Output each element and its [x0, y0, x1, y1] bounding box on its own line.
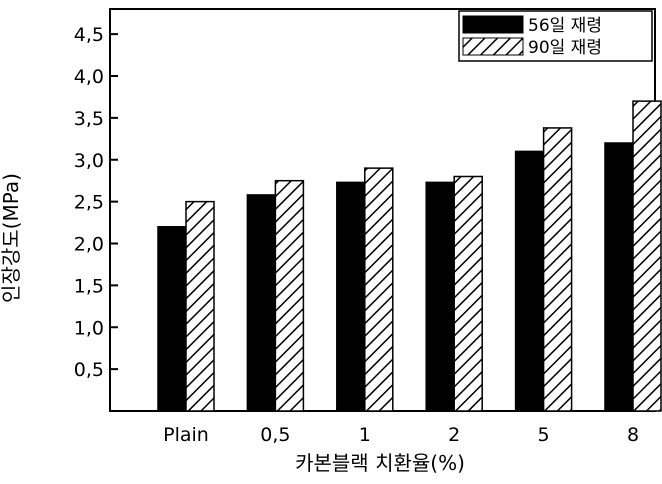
y-tick-label: 1,5: [74, 275, 104, 297]
bar-series2-2: [364, 167, 394, 412]
bar-series2-0: [185, 200, 215, 412]
y-tick-label: 4,0: [74, 66, 104, 88]
bar-series1-5: [604, 142, 634, 412]
legend-swatch-1: [462, 15, 524, 34]
bar-series1-3: [425, 181, 455, 412]
bars-group: [157, 100, 662, 412]
legend-label-1: 56일 재령: [528, 16, 602, 36]
x-tick-label: 8: [627, 424, 639, 446]
x-axis-ticks: Plain 0,5 1 2 5 8: [163, 424, 639, 446]
x-axis-label: 카본블랙 치환율(%): [295, 451, 465, 475]
x-tick-label: Plain: [163, 424, 209, 446]
y-tick-label: 3,0: [74, 150, 104, 172]
x-tick-label: 1: [359, 424, 371, 446]
bar-series1-1: [246, 194, 277, 412]
y-tick-label: 3,5: [74, 108, 104, 130]
bar-series1-4: [514, 150, 545, 412]
legend-label-2: 90일 재령: [528, 38, 602, 58]
y-tick-label: 0,5: [74, 359, 104, 381]
bar-series1-0: [157, 226, 187, 412]
x-tick-label: 5: [538, 424, 550, 446]
plot-area: 0,5 1,0 1,5 2,0 2,5 3,0 3,5 4,0 4,5 Plain 0,5 1 2 5 8: [74, 8, 662, 446]
y-axis-ticks: 0,5 1,0 1,5 2,0 2,5 3,0 3,5 4,0 4,5: [74, 24, 118, 381]
bar-series1-2: [336, 181, 366, 412]
y-tick-label: 4,5: [74, 24, 104, 46]
x-tick-label: 0,5: [260, 424, 290, 446]
y-tick-label: 1,0: [74, 317, 104, 339]
y-tick-label: 2,0: [74, 234, 104, 256]
bar-series2-1: [274, 179, 305, 412]
bar-series2-4: [542, 127, 573, 412]
y-tick-label: 2,5: [74, 192, 104, 214]
bar-series2-5: [632, 100, 662, 412]
legend-swatch-2: [462, 37, 524, 56]
bar-series2-3: [453, 175, 483, 412]
x-tick-label: 2: [448, 424, 460, 446]
y-axis-label: 인장강도(MPa): [0, 173, 23, 303]
